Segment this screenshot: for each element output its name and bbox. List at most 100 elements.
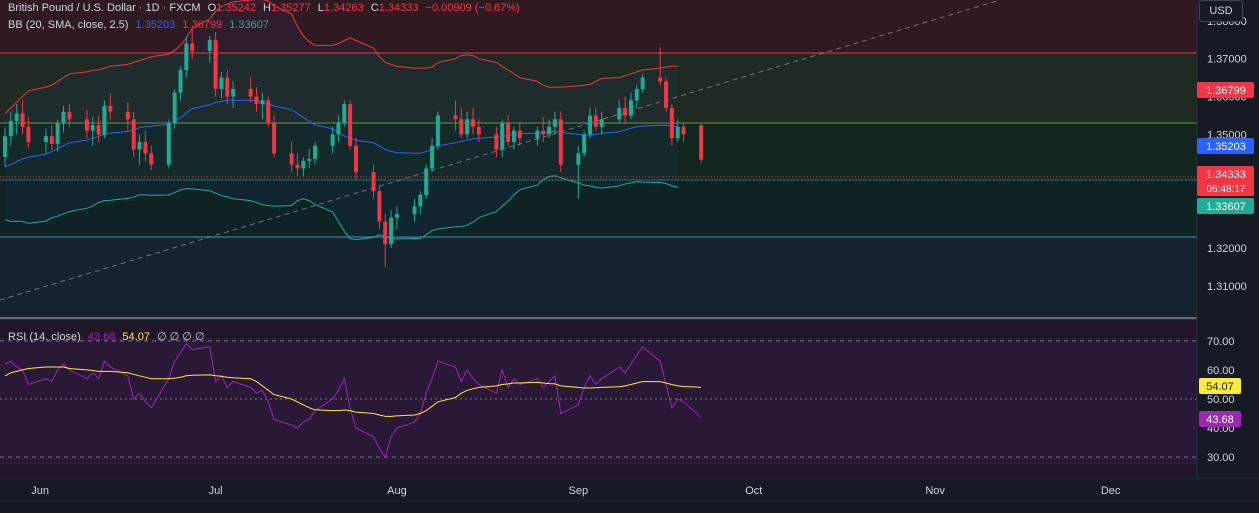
bb-legend[interactable]: BB (20, SMA, close, 2.5) 1.35203 1.36799… [8,19,273,31]
candle[interactable] [623,96,628,124]
candle[interactable] [96,115,101,142]
trend-line[interactable] [0,0,1001,301]
candle[interactable] [424,164,429,199]
candle[interactable] [547,119,552,139]
candle[interactable] [254,87,259,112]
candle[interactable] [383,213,388,267]
candle[interactable] [699,123,704,163]
candle[interactable] [125,102,130,131]
candle[interactable] [599,111,604,135]
candle[interactable] [8,111,13,146]
rsi-line[interactable] [4,343,702,459]
candle[interactable] [184,35,189,78]
candle[interactable] [90,117,95,146]
candle[interactable] [552,111,557,135]
candlestick-series[interactable] [3,28,704,267]
currency-unit-button[interactable]: USD [1199,0,1243,22]
candle[interactable] [371,164,376,199]
candle[interactable] [49,124,54,150]
candle[interactable] [517,123,522,146]
bb-basis-line[interactable] [4,99,678,168]
candle[interactable] [664,77,669,112]
price-axis-bg[interactable] [1197,0,1259,513]
candle[interactable] [272,115,277,158]
candle[interactable] [658,47,663,86]
candle[interactable] [213,32,218,97]
pane-separator[interactable] [0,319,1197,320]
candle[interactable] [102,100,107,139]
candle[interactable] [511,126,516,150]
candle[interactable] [342,100,347,127]
candle[interactable] [535,126,540,146]
candle[interactable] [84,109,89,139]
candle[interactable] [295,153,300,177]
candle[interactable] [354,138,358,180]
rsi-ma-line[interactable] [4,366,702,417]
candle[interactable] [330,126,335,154]
candle[interactable] [412,198,417,222]
candle[interactable] [593,107,598,131]
candle[interactable] [500,119,505,158]
bb-upper-line[interactable] [4,0,678,114]
candle[interactable] [20,100,25,135]
candle[interactable] [289,141,294,173]
candle[interactable] [301,157,306,177]
candle[interactable] [3,126,7,167]
candle[interactable] [348,100,353,150]
candle[interactable] [453,100,458,131]
candle[interactable] [476,119,481,142]
candle[interactable] [178,66,183,101]
candle[interactable] [640,73,645,93]
candle[interactable] [14,104,19,135]
candle[interactable] [617,100,622,124]
candle[interactable] [143,130,148,161]
candle[interactable] [494,126,499,158]
candle[interactable] [541,117,546,142]
candle[interactable] [465,111,470,139]
candle[interactable] [313,141,318,165]
candle[interactable] [336,115,341,142]
candle[interactable] [207,35,212,63]
candle[interactable] [377,185,382,230]
symbol-legend[interactable]: British Pound / U.S. Dollar · 1D · FXCM … [8,2,524,14]
candle[interactable] [260,92,265,120]
candle[interactable] [471,107,475,135]
candle[interactable] [588,107,592,139]
candle[interactable] [435,111,440,150]
candle[interactable] [190,28,195,59]
candle[interactable] [219,71,224,99]
candle[interactable] [576,145,581,199]
candle[interactable] [675,119,680,142]
candle[interactable] [418,191,423,214]
bb-lower-line[interactable] [4,175,678,241]
candle[interactable] [582,130,587,158]
candle[interactable] [55,119,60,152]
candle[interactable] [634,85,639,108]
candle[interactable] [137,134,142,165]
candle[interactable] [669,104,674,146]
candle[interactable] [681,123,686,142]
candle[interactable] [67,104,72,127]
candle[interactable] [231,81,236,108]
candle[interactable] [26,117,31,148]
candle[interactable] [266,96,271,127]
candle[interactable] [166,119,171,169]
candle[interactable] [459,107,464,139]
candle[interactable] [389,210,394,248]
candle[interactable] [394,206,399,230]
rsi-legend[interactable]: RSI (14, close) 43.68 54.07 ∅ ∅ ∅ ∅ [8,330,209,343]
time-axis-bg[interactable] [0,478,1197,503]
candle[interactable] [43,128,48,154]
candle[interactable] [506,115,511,146]
candle[interactable] [225,70,230,105]
candle[interactable] [149,145,154,171]
candle[interactable] [108,92,113,120]
candle[interactable] [248,77,253,103]
candle[interactable] [628,92,633,120]
candle[interactable] [307,149,312,169]
candle[interactable] [172,88,177,129]
candle[interactable] [558,111,563,173]
candle[interactable] [61,106,66,133]
candle[interactable] [430,138,435,173]
